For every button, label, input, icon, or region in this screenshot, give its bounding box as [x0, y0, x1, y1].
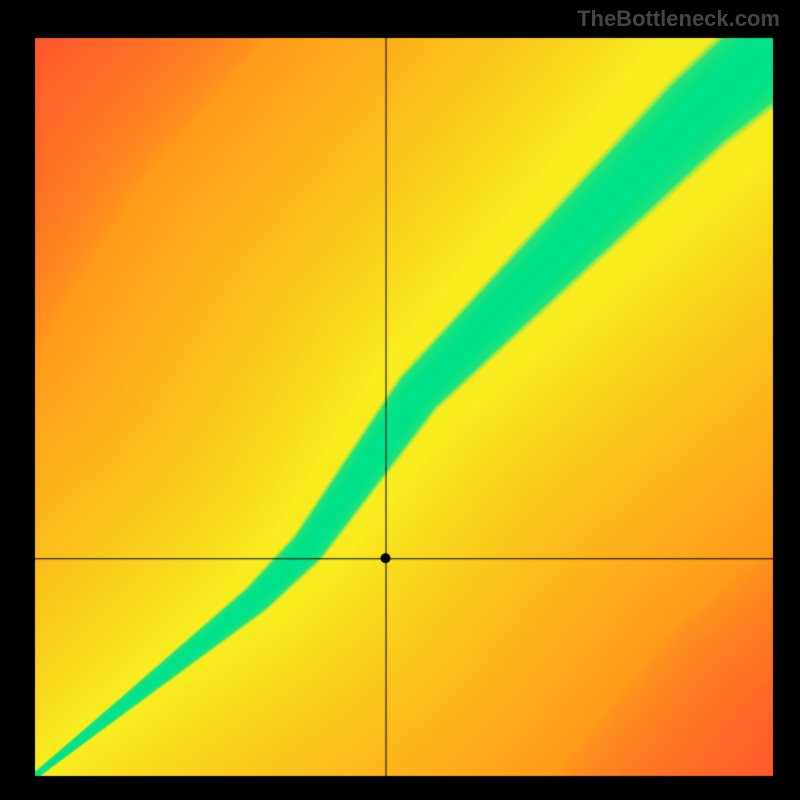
watermark-text: TheBottleneck.com: [577, 6, 780, 32]
chart-container: TheBottleneck.com: [0, 0, 800, 800]
bottleneck-heatmap: [0, 0, 800, 800]
